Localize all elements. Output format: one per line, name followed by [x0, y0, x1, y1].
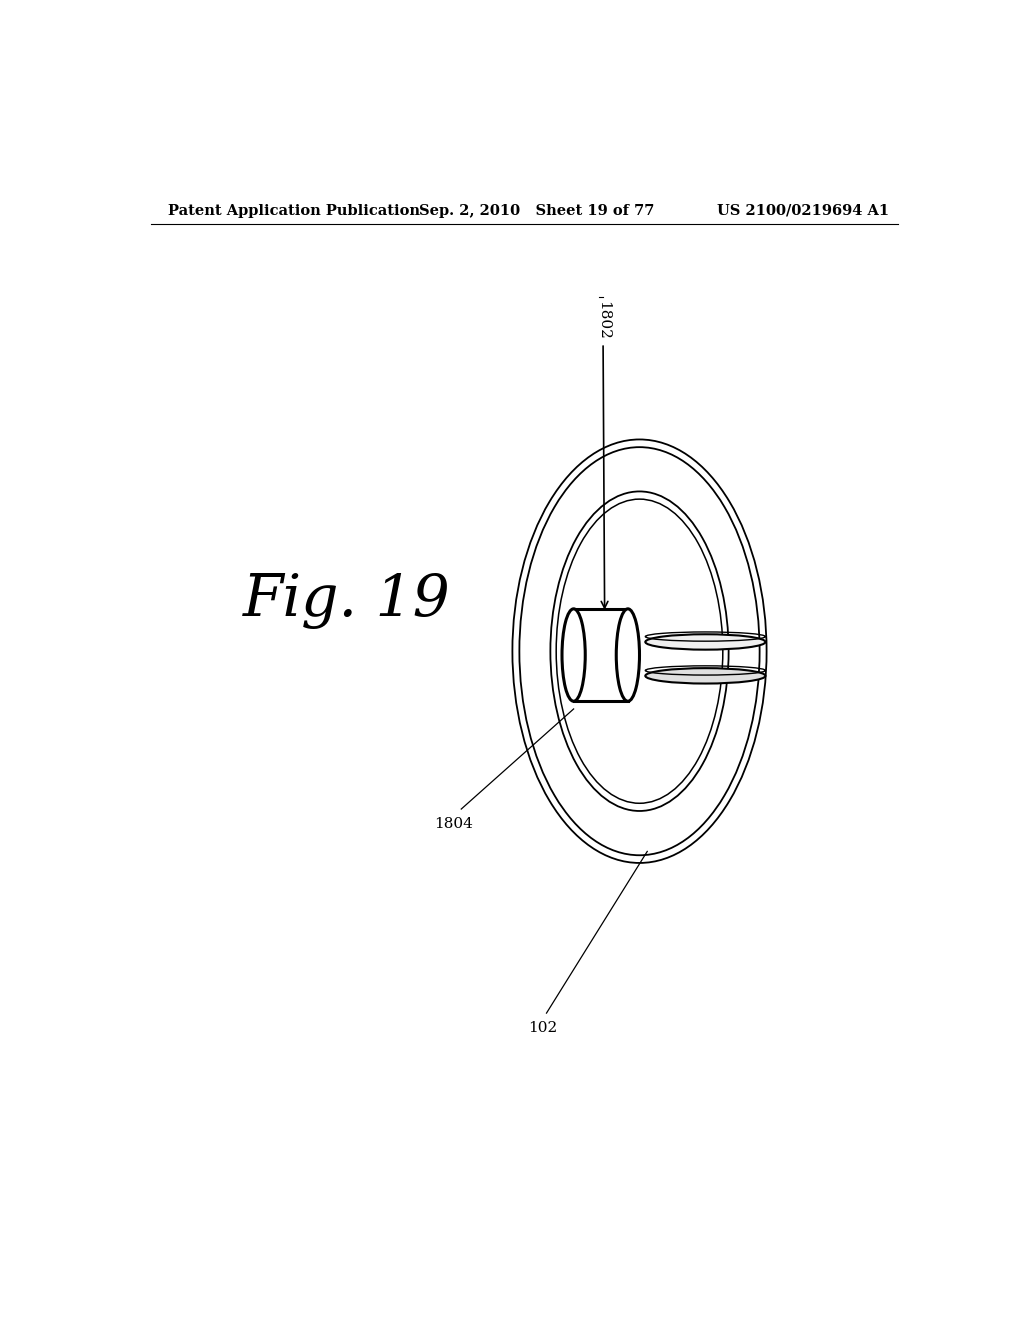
Ellipse shape: [645, 668, 765, 684]
Text: 102: 102: [528, 1020, 557, 1035]
Text: US 2100/0219694 A1: US 2100/0219694 A1: [717, 203, 889, 218]
Ellipse shape: [645, 635, 765, 649]
Text: Patent Application Publication: Patent Application Publication: [168, 203, 420, 218]
Text: Fig. 19: Fig. 19: [243, 573, 451, 630]
Text: 1804: 1804: [434, 817, 473, 830]
Text: Sep. 2, 2010   Sheet 19 of 77: Sep. 2, 2010 Sheet 19 of 77: [419, 203, 654, 218]
Text: 1802: 1802: [596, 301, 610, 339]
Ellipse shape: [616, 609, 640, 701]
Bar: [573, 609, 628, 701]
Ellipse shape: [562, 609, 586, 701]
